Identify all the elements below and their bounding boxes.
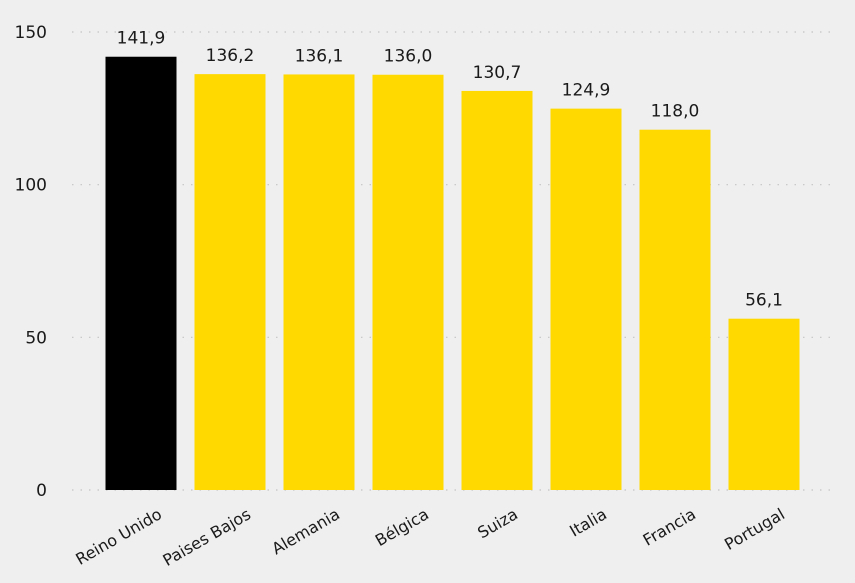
y-tick-label: 150: [15, 23, 47, 43]
y-tick-label: 50: [25, 328, 47, 348]
y-tick-label: 0: [36, 481, 47, 501]
x-tick-label: Suiza: [474, 504, 521, 542]
bar-francia: [639, 129, 711, 490]
x-tick-label: Paises Bajos: [160, 504, 254, 570]
y-tick-label: 100: [15, 176, 47, 196]
value-label: 136,0: [384, 47, 433, 67]
bar-suiza: [461, 90, 533, 491]
value-label: 130,7: [473, 63, 522, 83]
value-label: 118,0: [651, 102, 700, 122]
value-label: 124,9: [562, 81, 611, 101]
gridlines: [72, 31, 835, 491]
bar-italia: [550, 108, 622, 490]
bar-alemania: [283, 74, 355, 490]
value-label: 136,1: [295, 46, 344, 66]
bar-reino-unido: [105, 56, 177, 491]
value-label: 56,1: [745, 291, 783, 311]
value-label: 136,2: [206, 46, 255, 66]
x-tick-label: Bélgica: [372, 504, 432, 550]
value-labels: 141,9 136,2 136,1 136,0 130,7 124,9 118,0 56,1: [117, 29, 783, 311]
x-tick-label: Francia: [640, 504, 699, 549]
bar-paises-bajos: [194, 74, 266, 491]
x-tick-label: Reino Unido: [72, 504, 165, 568]
bar-bélgica: [372, 74, 444, 490]
x-tick-label: Alemania: [269, 504, 343, 558]
y-axis-ticks: 0 50 100 150: [15, 23, 47, 501]
bar-portugal: [728, 318, 800, 490]
x-tick-label: Portugal: [721, 504, 788, 554]
bars: [105, 56, 800, 491]
value-label: 141,9: [117, 29, 166, 49]
x-tick-label: Italia: [566, 504, 610, 540]
